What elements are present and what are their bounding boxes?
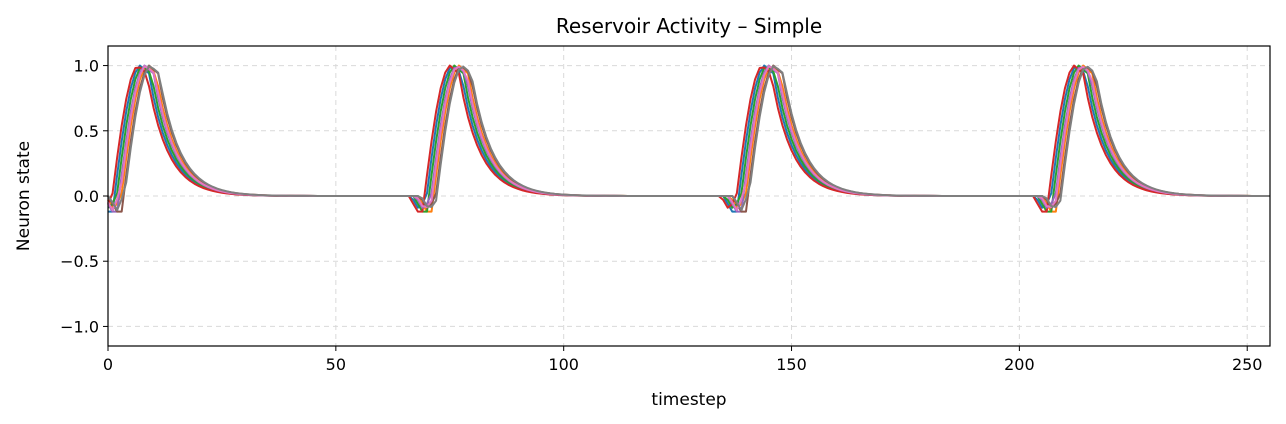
ticks: 0 50 100 150 200 250 1.0 0.5 0.0 −0.5 −1.0 xyxy=(60,57,1262,374)
x-tick-label: 100 xyxy=(548,355,579,374)
x-tick-label: 200 xyxy=(1004,355,1035,374)
y-tick-label: 1.0 xyxy=(74,57,99,76)
y-tick-label: 0.5 xyxy=(74,122,99,141)
x-tick-label: 250 xyxy=(1232,355,1263,374)
x-axis-label: timestep xyxy=(651,390,726,410)
y-tick-label: −0.5 xyxy=(60,252,99,271)
y-tick-label: 0.0 xyxy=(74,187,99,206)
chart-title: Reservoir Activity – Simple xyxy=(556,14,822,38)
x-tick-label: 50 xyxy=(326,355,346,374)
y-axis-label: Neuron state xyxy=(14,141,34,251)
x-tick-label: 150 xyxy=(776,355,807,374)
series-line-8 xyxy=(107,65,1270,212)
x-tick-label: 0 xyxy=(103,355,113,374)
series-group xyxy=(107,64,1271,213)
y-tick-label: −1.0 xyxy=(60,317,99,336)
